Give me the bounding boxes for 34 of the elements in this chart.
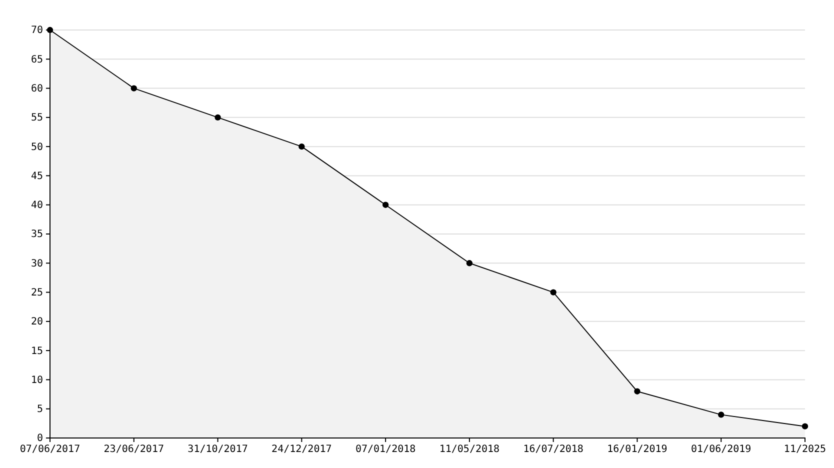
point	[382, 202, 389, 208]
y-tick-label: 20	[30, 316, 43, 328]
x-tick-label: 11/2025	[784, 444, 826, 456]
y-tick-label: 70	[30, 25, 43, 36]
x-tick-label: 07/01/2018	[355, 444, 416, 456]
x-tick-label: 11/05/2018	[439, 444, 500, 456]
y-tick-label: 45	[30, 170, 43, 182]
y-tick-label: 5	[36, 404, 43, 416]
point	[802, 423, 808, 430]
point	[550, 289, 556, 296]
y-tick-label: 25	[30, 287, 43, 298]
y-tick-label: 50	[30, 142, 43, 153]
y-tick-label: 60	[30, 83, 43, 94]
y-tick-label: 55	[30, 112, 43, 124]
x-tick-label: 31/10/2017	[188, 444, 248, 456]
y-tick-label: 30	[30, 258, 43, 270]
x-tick-label: 23/06/2017	[104, 444, 164, 456]
y-tick-label: 65	[30, 54, 43, 66]
y-tick-label: 10	[30, 374, 43, 386]
y-tick-label: 40	[30, 200, 43, 212]
y-tick-label: 15	[30, 346, 43, 357]
y-tick-label: 0	[36, 433, 43, 444]
point	[130, 85, 137, 92]
y-tick-label: 35	[30, 229, 43, 240]
point	[718, 412, 724, 418]
x-tick-label: 07/06/2017	[20, 444, 80, 456]
x-tick-label: 24/12/2017	[272, 444, 332, 456]
x-tick-label: 16/07/2018	[523, 444, 584, 456]
x-tick-label: 01/06/2019	[691, 444, 752, 456]
point	[634, 388, 640, 394]
point	[214, 114, 221, 121]
point	[298, 143, 305, 150]
point	[466, 260, 473, 266]
x-tick-label: 16/01/2019	[607, 444, 668, 456]
